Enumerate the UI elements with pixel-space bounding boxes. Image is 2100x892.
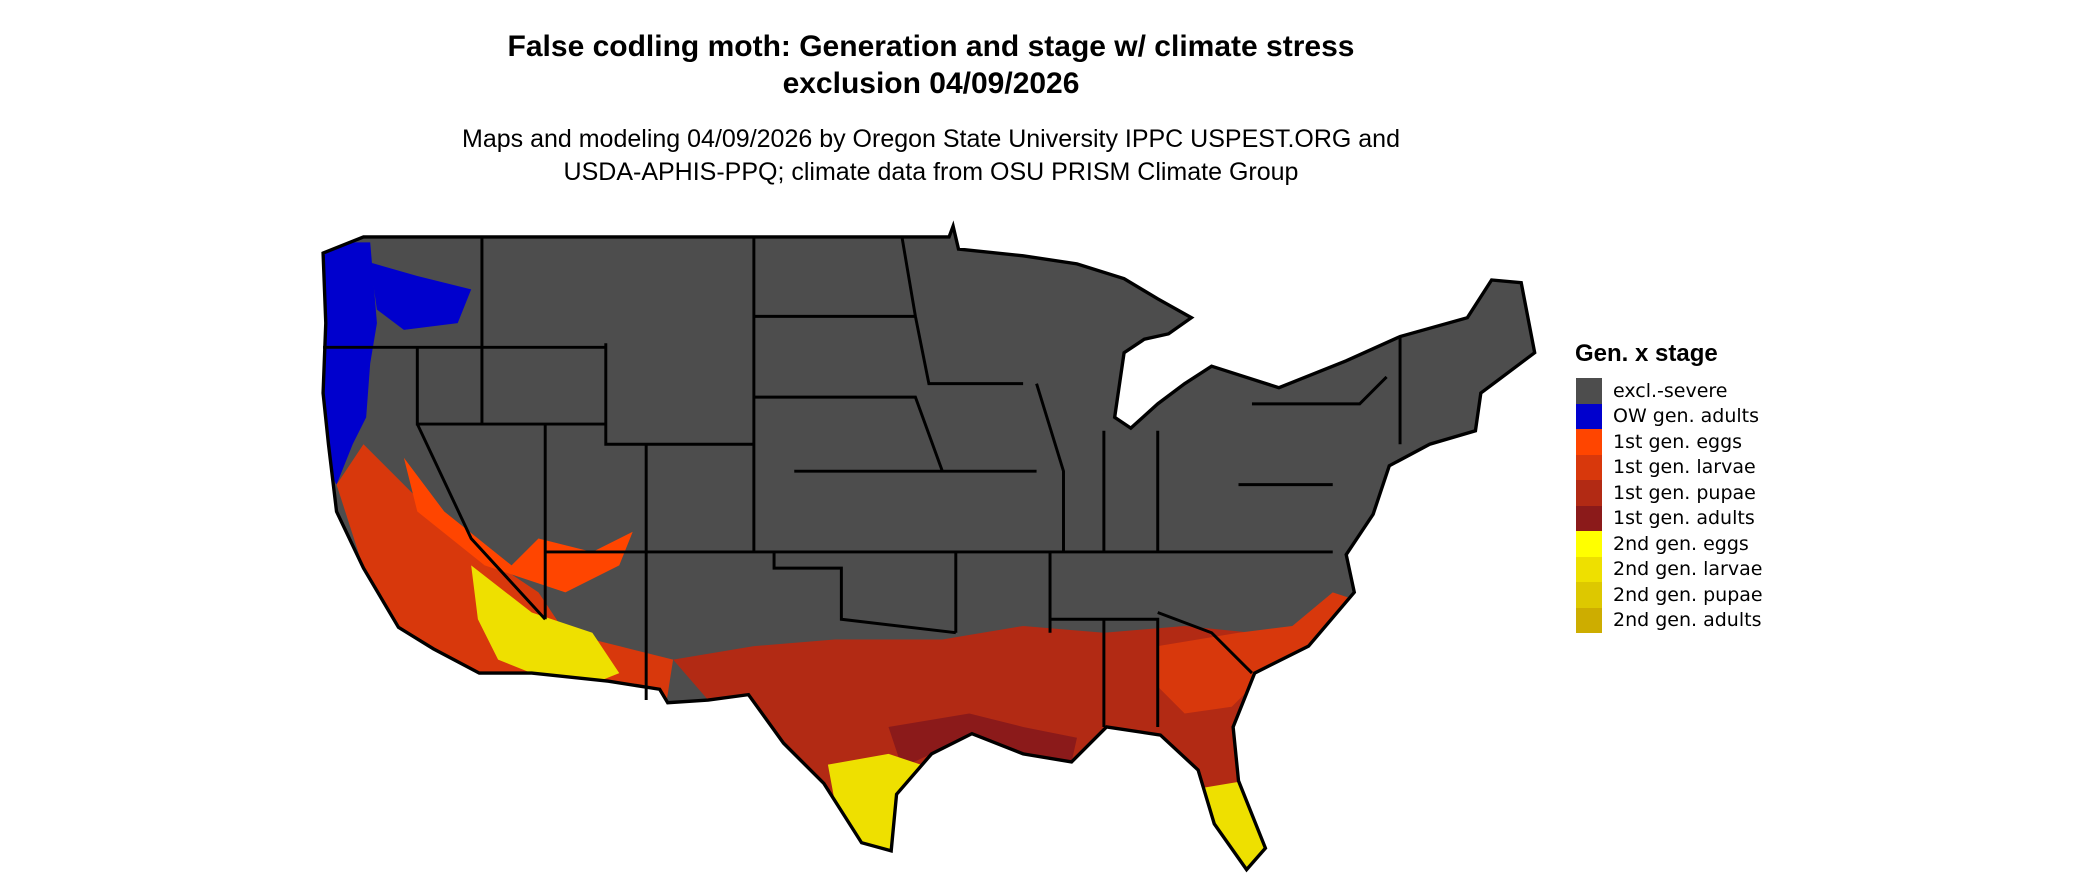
legend-swatch [1576,607,1602,633]
legend-swatch [1576,505,1602,531]
legend-label: 1st gen. larvae [1613,456,1756,479]
map-title-line2: exclusion 04/09/2026 [782,67,1080,100]
legend-swatch [1576,556,1602,582]
legend-item: 1st gen. pupae [1576,480,1763,506]
legend-swatch [1576,582,1602,608]
map-subtitle-line2: USDA-APHIS-PPQ; climate data from OSU PR… [563,158,1299,186]
legend-label: 2nd gen. larvae [1613,558,1763,581]
legend-label: OW gen. adults [1613,405,1760,428]
legend-label: 1st gen. eggs [1613,430,1743,453]
map-subtitle-line1: Maps and modeling 04/09/2026 by Oregon S… [462,125,1400,153]
legend-label: 2nd gen. eggs [1613,532,1749,555]
legend-item: excl.-severe [1576,378,1763,404]
legend-item: 2nd gen. eggs [1576,531,1763,557]
legend-item: 1st gen. eggs [1576,429,1763,455]
legend-item: 2nd gen. pupae [1576,582,1763,608]
legend: Gen. x stage excl.-severe OW gen. adults 1… [1575,340,1763,633]
region-ow-adults-pacific [323,242,377,485]
legend-label: 2nd gen. pupae [1613,583,1763,606]
legend-swatch [1576,429,1602,455]
legend-label: 1st gen. adults [1613,507,1755,530]
legend-label: excl.-severe [1613,379,1728,402]
region-2nd-gen-south-texas [827,753,929,851]
legend-swatch [1576,378,1602,404]
legend-item: 2nd gen. larvae [1576,556,1763,582]
map-title-line1: False codling moth: Generation and stage… [507,30,1355,63]
legend-item: 1st gen. adults [1576,505,1763,531]
legend-swatch [1576,403,1602,429]
region-1st-gen-larvae-southeast [1157,592,1353,714]
legend-label: 2nd gen. adults [1613,609,1762,632]
region-2nd-gen-arizona [471,565,620,690]
legend-swatch [1576,531,1602,557]
state-borders [321,224,1537,872]
legend-title: Gen. x stage [1575,340,1718,367]
legend-item: 1st gen. larvae [1576,454,1763,480]
region-1st-gen-eggs-nevada [403,457,633,593]
us-landmass [323,226,1535,870]
legend-item: OW gen. adults [1576,403,1763,429]
legend-swatch [1576,454,1602,480]
legend-item: 2nd gen. adults [1576,607,1763,633]
legend-swatch [1576,480,1602,506]
region-ow-adults-puget [370,262,472,330]
legend-label: 1st gen. pupae [1613,481,1756,504]
